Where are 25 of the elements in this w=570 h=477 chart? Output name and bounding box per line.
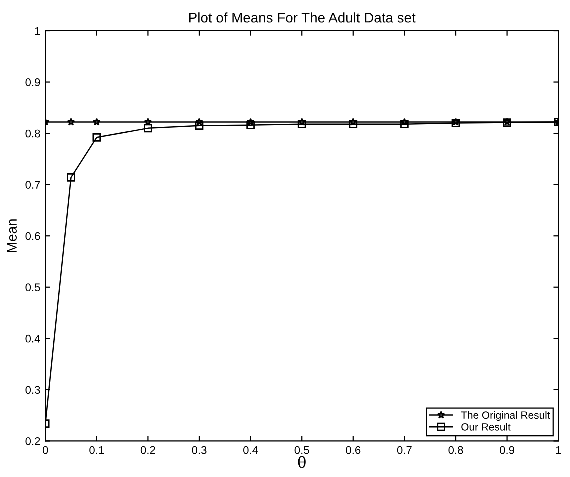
x-tick-label: 0 xyxy=(42,446,48,454)
legend-label: The Original Result xyxy=(461,411,550,422)
x-tick-label: 0.2 xyxy=(140,446,156,454)
y-tick-label: 0.2 xyxy=(26,437,40,446)
x-tick-label: 0.7 xyxy=(397,446,412,454)
legend-label: Our Result xyxy=(462,423,511,431)
y-tick-label: 0.6 xyxy=(26,232,40,240)
x-tick-label: 0.6 xyxy=(346,446,361,454)
x-tick-label: 0.3 xyxy=(192,446,207,454)
chart-title: Plot of Means For The Adult Data set xyxy=(190,12,416,23)
x-tick-label: 0.8 xyxy=(448,446,464,454)
y-tick-label: 0.5 xyxy=(26,284,40,292)
y-tick-label: 0.3 xyxy=(26,386,40,394)
y-tick-label: 0.7 xyxy=(26,181,40,189)
x-tick-label: 1 xyxy=(556,446,562,454)
x-tick-label: 0.5 xyxy=(294,446,310,454)
x-tick-label: 0.1 xyxy=(90,446,104,454)
y-axis-title: Mean xyxy=(7,220,17,252)
x-tick-label: 0.4 xyxy=(244,446,258,454)
y-tick-label: 0.9 xyxy=(26,78,40,86)
x-tick-label: 0.9 xyxy=(500,446,514,454)
y-tick-label: 1 xyxy=(35,27,40,36)
x-axis-title: θ xyxy=(298,456,306,468)
y-tick-label: 0.8 xyxy=(26,130,40,138)
y-tick-label: 0.4 xyxy=(26,334,40,343)
